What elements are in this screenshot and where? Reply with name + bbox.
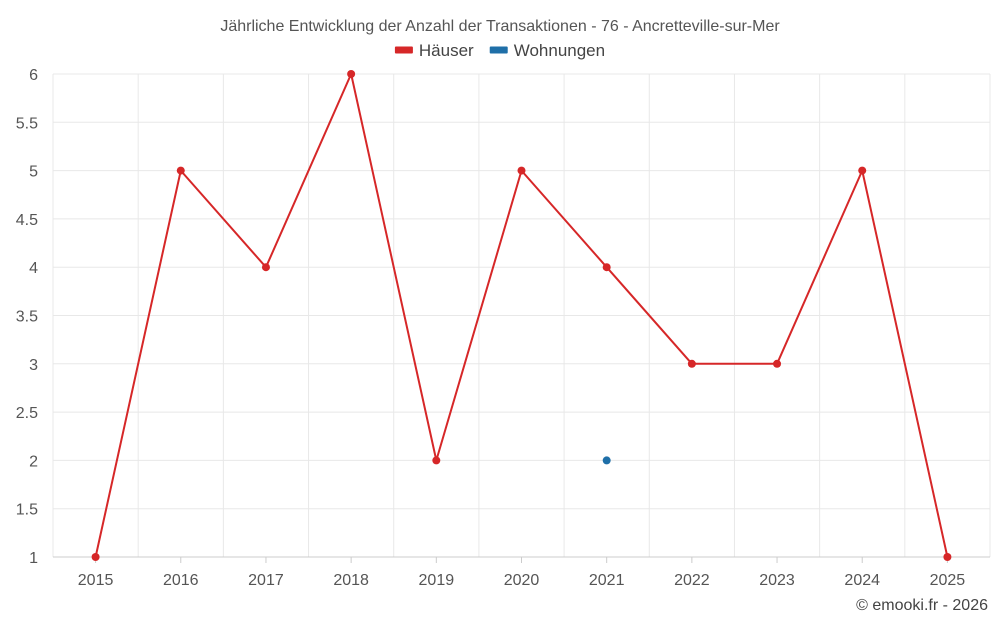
y-axis: 1 1.5 2 2.5 3 3.5 4 4.5 5 5.5 6: [16, 67, 38, 567]
credit-text: © emooki.fr - 2026: [856, 597, 988, 614]
series-0-point: [687, 359, 696, 368]
y-tick-label: 4.5: [16, 212, 38, 229]
y-tick-label: 4: [29, 260, 38, 277]
series-0-point: [943, 553, 952, 561]
x-tick-label: 2015: [78, 572, 114, 589]
legend-item: Wohnungen: [489, 41, 605, 60]
x-tick-label: 2017: [248, 572, 284, 589]
series-0-point: [773, 359, 782, 368]
series-0-point: [261, 263, 270, 272]
series-0-point: [517, 166, 526, 175]
x-tick-label: 2016: [163, 572, 199, 589]
legend-item: Häuser: [394, 41, 474, 60]
y-tick-label: 6: [29, 67, 38, 84]
series-0-point: [347, 70, 356, 78]
y-tick-label: 5.5: [16, 115, 38, 132]
legend-label: Häuser: [419, 41, 474, 60]
y-tick-label: 3.5: [16, 309, 38, 326]
y-tick-label: 5: [29, 164, 38, 181]
y-tick-label: 2: [29, 453, 38, 470]
y-tick-label: 3: [29, 357, 38, 374]
legend-swatch: [489, 46, 508, 54]
x-tick-label: 2022: [674, 572, 710, 589]
series-0-point: [432, 456, 441, 465]
x-tick-label: 2021: [589, 572, 625, 589]
grid: [52, 73, 991, 558]
y-tick-label: 1: [29, 550, 38, 567]
series-0-point: [602, 263, 611, 272]
x-tick-label: 2025: [930, 572, 966, 589]
legend-label: Wohnungen: [514, 41, 605, 60]
x-tick-label: 2018: [333, 572, 369, 589]
legend: Häuser Wohnungen: [394, 41, 605, 60]
x-axis: 2015 2016 2017 2018 2019 2020 2021 2022 2023 2024…: [53, 556, 990, 589]
series-0-point: [176, 166, 185, 175]
x-tick-label: 2019: [419, 572, 455, 589]
series: [91, 70, 952, 561]
series-0-point: [858, 166, 867, 175]
chart-title: Jährliche Entwicklung der Anzahl der Tra…: [220, 18, 780, 35]
series-1-point: [602, 456, 611, 465]
y-tick-label: 1.5: [16, 502, 38, 519]
x-tick-label: 2024: [844, 572, 880, 589]
series-0-point: [91, 553, 100, 561]
legend-swatch: [394, 46, 413, 54]
y-tick-label: 2.5: [16, 405, 38, 422]
x-tick-label: 2023: [759, 572, 795, 589]
x-tick-label: 2020: [504, 572, 540, 589]
